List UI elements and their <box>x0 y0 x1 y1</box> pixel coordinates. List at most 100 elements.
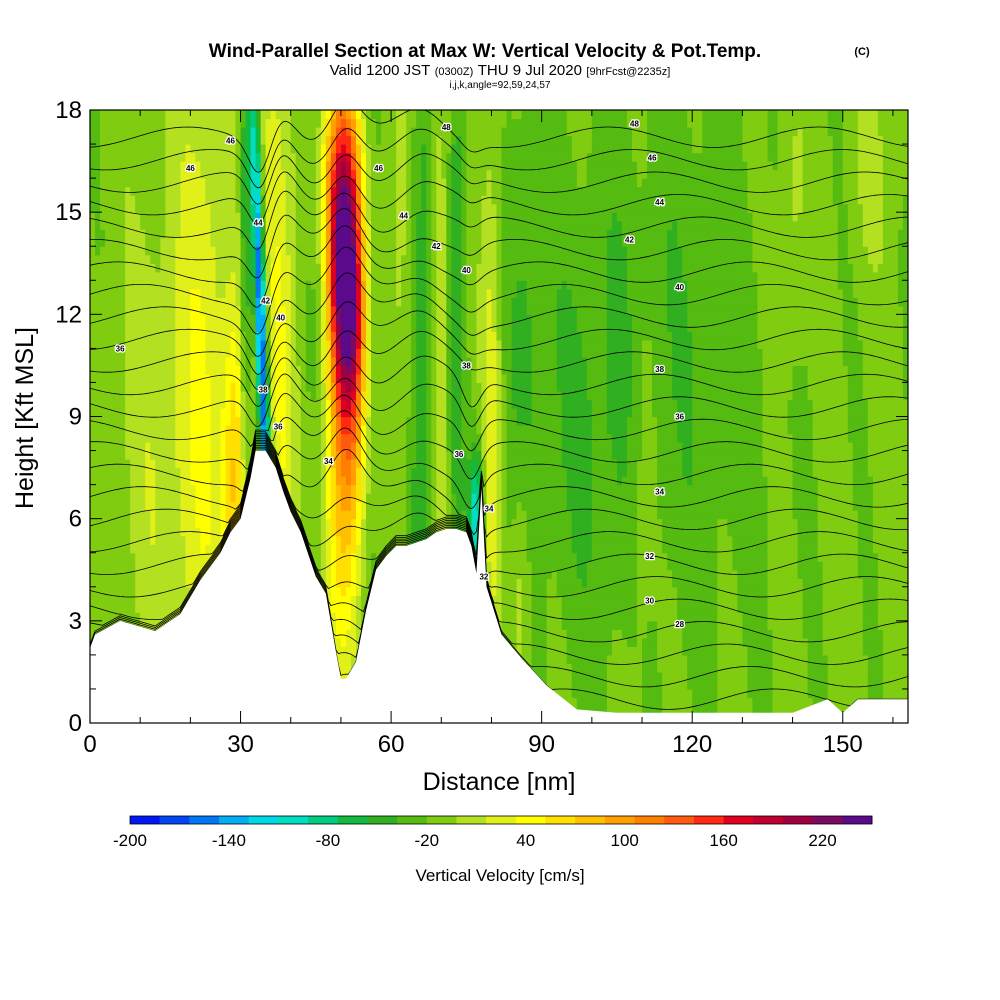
velocity-cell <box>175 280 217 290</box>
velocity-cell <box>90 476 131 486</box>
velocity-cell <box>260 220 267 230</box>
velocity-cell <box>476 288 488 298</box>
velocity-cell <box>190 365 207 375</box>
velocity-cell <box>647 127 693 137</box>
velocity-cell <box>155 493 181 503</box>
velocity-cell <box>90 220 96 230</box>
velocity-cell <box>692 339 759 349</box>
velocity-cell <box>260 305 267 315</box>
velocity-cell <box>270 322 277 332</box>
velocity-cell <box>335 527 352 537</box>
velocity-cell <box>672 339 693 349</box>
velocity-cell <box>802 595 824 605</box>
velocity-cell <box>501 127 568 137</box>
velocity-cell <box>345 586 357 596</box>
velocity-cell <box>642 442 658 452</box>
velocity-cell <box>265 373 272 384</box>
velocity-cell <box>652 390 673 401</box>
velocity-cell <box>496 390 503 401</box>
velocity-cell <box>355 263 362 273</box>
velocity-cell <box>657 493 769 503</box>
velocity-cell <box>260 425 267 435</box>
velocity-cell <box>150 535 156 545</box>
velocity-cell <box>406 518 412 528</box>
velocity-cell <box>250 195 257 205</box>
velocity-cell <box>842 331 859 341</box>
velocity-cell <box>486 186 493 196</box>
velocity-cell <box>406 425 417 435</box>
velocity-cell <box>360 476 367 486</box>
velocity-cell <box>481 450 488 460</box>
velocity-cell <box>350 186 357 196</box>
velocity-cell <box>496 399 503 409</box>
velocity-cell <box>350 178 357 188</box>
velocity-cell <box>305 297 317 307</box>
velocity-cell <box>396 220 407 230</box>
velocity-cell <box>877 118 908 128</box>
velocity-cell <box>125 450 146 460</box>
velocity-cell <box>436 263 447 273</box>
velocity-cell <box>772 697 814 707</box>
velocity-cell <box>360 127 367 137</box>
velocity-cell <box>516 646 523 656</box>
velocity-cell <box>677 416 693 426</box>
velocity-cell <box>180 493 196 503</box>
velocity-cell <box>90 535 131 545</box>
velocity-cell <box>762 442 794 452</box>
velocity-cell <box>335 552 352 562</box>
velocity-cell <box>837 280 854 290</box>
velocity-cell <box>360 535 367 545</box>
velocity-cell <box>496 373 503 384</box>
velocity-cell <box>130 484 146 494</box>
velocity-cell <box>837 271 854 281</box>
velocity-cell <box>290 144 317 154</box>
velocity-cell <box>280 263 292 273</box>
velocity-cell <box>852 288 899 298</box>
velocity-cell <box>325 459 332 469</box>
velocity-cell <box>355 348 362 358</box>
velocity-cell <box>155 476 181 486</box>
velocity-cell <box>436 314 447 324</box>
velocity-cell <box>657 629 683 639</box>
velocity-cell <box>125 314 176 324</box>
velocity-cell <box>360 442 367 452</box>
velocity-cell <box>190 390 212 401</box>
velocity-cell <box>451 263 462 273</box>
velocity-cell <box>802 186 834 196</box>
velocity-cell <box>335 118 342 128</box>
velocity-cell <box>902 382 908 392</box>
velocity-cell <box>702 118 743 128</box>
velocity-cell <box>496 459 503 469</box>
velocity-cell <box>225 450 242 460</box>
velocity-cell <box>752 254 839 264</box>
velocity-cell <box>692 467 764 477</box>
velocity-cell <box>511 382 533 392</box>
velocity-cell <box>767 578 804 588</box>
velocity-cell <box>446 280 452 290</box>
velocity-cell <box>360 467 367 477</box>
velocity-cell <box>486 331 498 341</box>
velocity-cell <box>325 390 332 401</box>
velocity-cell <box>360 220 367 230</box>
velocity-cell <box>265 237 287 247</box>
velocity-cell <box>857 144 884 154</box>
velocity-cell <box>90 416 126 426</box>
velocity-cell <box>295 339 307 349</box>
velocity-cell <box>225 433 242 443</box>
velocity-cell <box>461 161 467 171</box>
velocity-cell <box>190 339 207 349</box>
velocity-cell <box>90 493 131 503</box>
velocity-cell <box>626 110 648 120</box>
velocity-cell <box>792 459 814 469</box>
velocity-cell <box>777 135 794 145</box>
velocity-cell <box>501 493 508 503</box>
velocity-cell <box>451 127 467 137</box>
velocity-cell <box>295 220 317 230</box>
velocity-cell <box>571 144 593 154</box>
velocity-cell <box>486 178 493 188</box>
velocity-cell <box>657 459 683 469</box>
velocity-cell <box>406 493 412 503</box>
velocity-cell <box>366 518 407 528</box>
velocity-cell <box>285 331 292 341</box>
velocity-cell <box>682 459 693 469</box>
